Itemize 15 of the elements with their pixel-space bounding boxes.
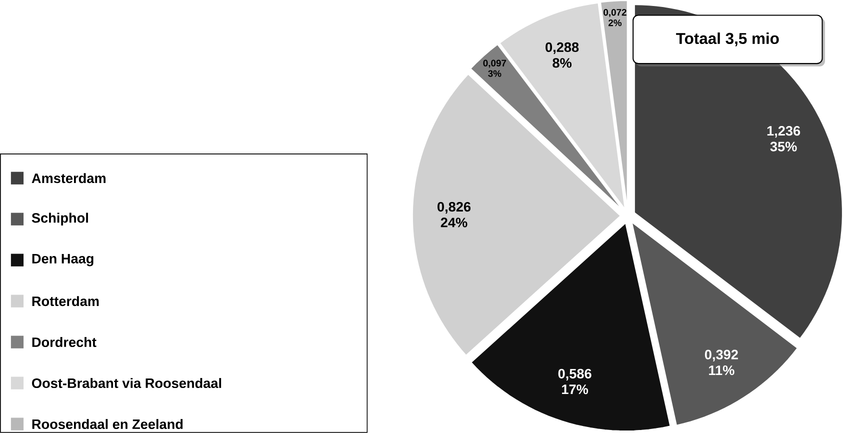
data-label: 0,392 11% <box>704 350 738 376</box>
data-label: 0,072 2% <box>604 9 626 26</box>
legend-label: Roosendaal en Zeeland <box>32 419 183 430</box>
legend-label: Den Haag <box>32 254 94 266</box>
legend-label: Amsterdam <box>32 173 106 184</box>
data-label: 1,236 35% <box>767 126 800 152</box>
legend-label: Dordrecht <box>32 337 96 348</box>
text: Totaal 3,5 mio <box>676 32 779 46</box>
data-label: 0,826 24% <box>438 202 471 228</box>
legend-label: Rotterdam <box>32 296 99 306</box>
data-label: 0,097 3% <box>483 60 506 77</box>
legend-label: Oost-Brabant via Roosendaal <box>32 378 222 388</box>
legend-label: Schiphol <box>32 212 88 226</box>
data-label: 0,288 8% <box>546 42 579 68</box>
data-label: 0,586 17% <box>558 368 592 394</box>
